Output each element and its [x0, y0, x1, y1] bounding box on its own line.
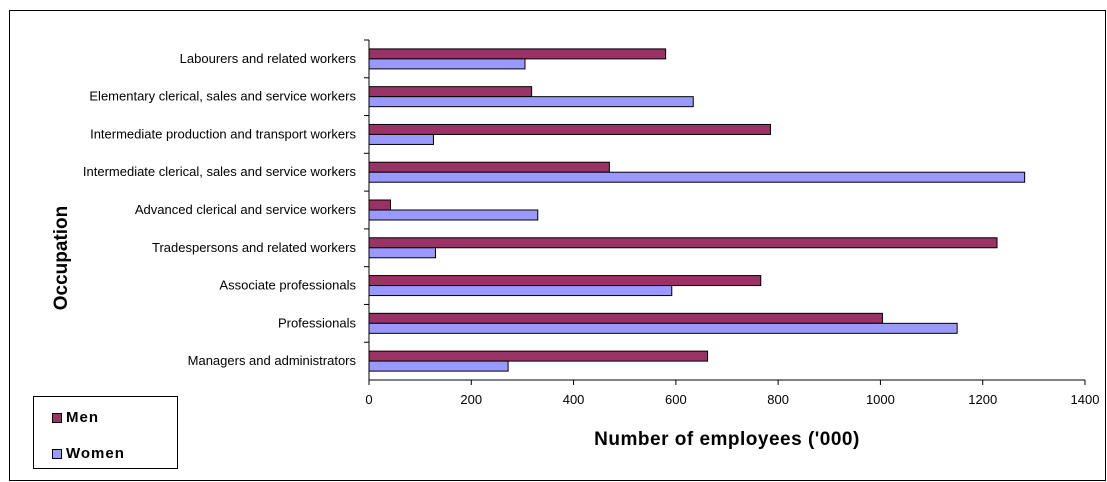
legend: Men Women	[33, 396, 178, 469]
bar-women-0	[368, 360, 509, 372]
x-tick-label: 400	[563, 392, 585, 407]
bar-women-3	[368, 247, 436, 259]
bar-men-0	[368, 350, 709, 362]
bar-women-7	[368, 96, 694, 108]
bar-women-6	[368, 133, 434, 145]
x-axis-ticks: 0 200 400 600 800 1000 1200 1400	[364, 39, 1100, 407]
category-label: Advanced clerical and service workers	[135, 202, 357, 217]
bar-women-1	[368, 322, 958, 334]
x-tick-label: 1200	[968, 392, 997, 407]
bar-men-6	[368, 123, 771, 135]
category-labels: Managers and administrators Professionals…	[83, 51, 357, 368]
bars-layer	[368, 48, 1026, 372]
x-tick-label: 600	[665, 392, 687, 407]
x-axis-title: Number of employees ('000)	[594, 429, 860, 450]
legend-swatch-women	[52, 448, 62, 459]
bar-men-5	[368, 161, 610, 173]
x-tick-label: 800	[767, 392, 789, 407]
bar-women-4	[368, 209, 539, 221]
x-tick-label: 1400	[1071, 392, 1100, 407]
bar-men-4	[368, 199, 391, 211]
x-tick-label: 1000	[866, 392, 895, 407]
bar-men-3	[368, 237, 998, 249]
legend-label-men: Men	[66, 409, 99, 426]
bar-women-8	[368, 58, 526, 70]
bar-women-2	[368, 285, 673, 297]
category-label: Tradespersons and related workers	[152, 240, 357, 255]
category-label: Elementary clerical, sales and service w…	[89, 89, 356, 104]
bar-men-7	[368, 86, 533, 98]
category-label: Professionals	[278, 315, 357, 330]
bar-men-1	[368, 312, 883, 324]
legend-swatch-men	[52, 412, 62, 423]
x-tick-label: 0	[365, 392, 372, 407]
category-label: Intermediate production and transport wo…	[90, 126, 356, 141]
bar-men-8	[368, 48, 667, 60]
category-label: Labourers and related workers	[180, 51, 357, 66]
x-tick-label: 200	[460, 392, 482, 407]
y-axis-title: Occupation	[51, 206, 72, 311]
legend-item-women: Women	[52, 445, 125, 462]
category-label: Managers and administrators	[188, 353, 357, 368]
bar-men-2	[368, 275, 762, 287]
bar-women-5	[368, 171, 1026, 183]
legend-label-women: Women	[66, 445, 125, 462]
category-label: Intermediate clerical, sales and service…	[83, 164, 357, 179]
category-label: Associate professionals	[219, 278, 356, 293]
legend-item-men: Men	[52, 409, 99, 426]
